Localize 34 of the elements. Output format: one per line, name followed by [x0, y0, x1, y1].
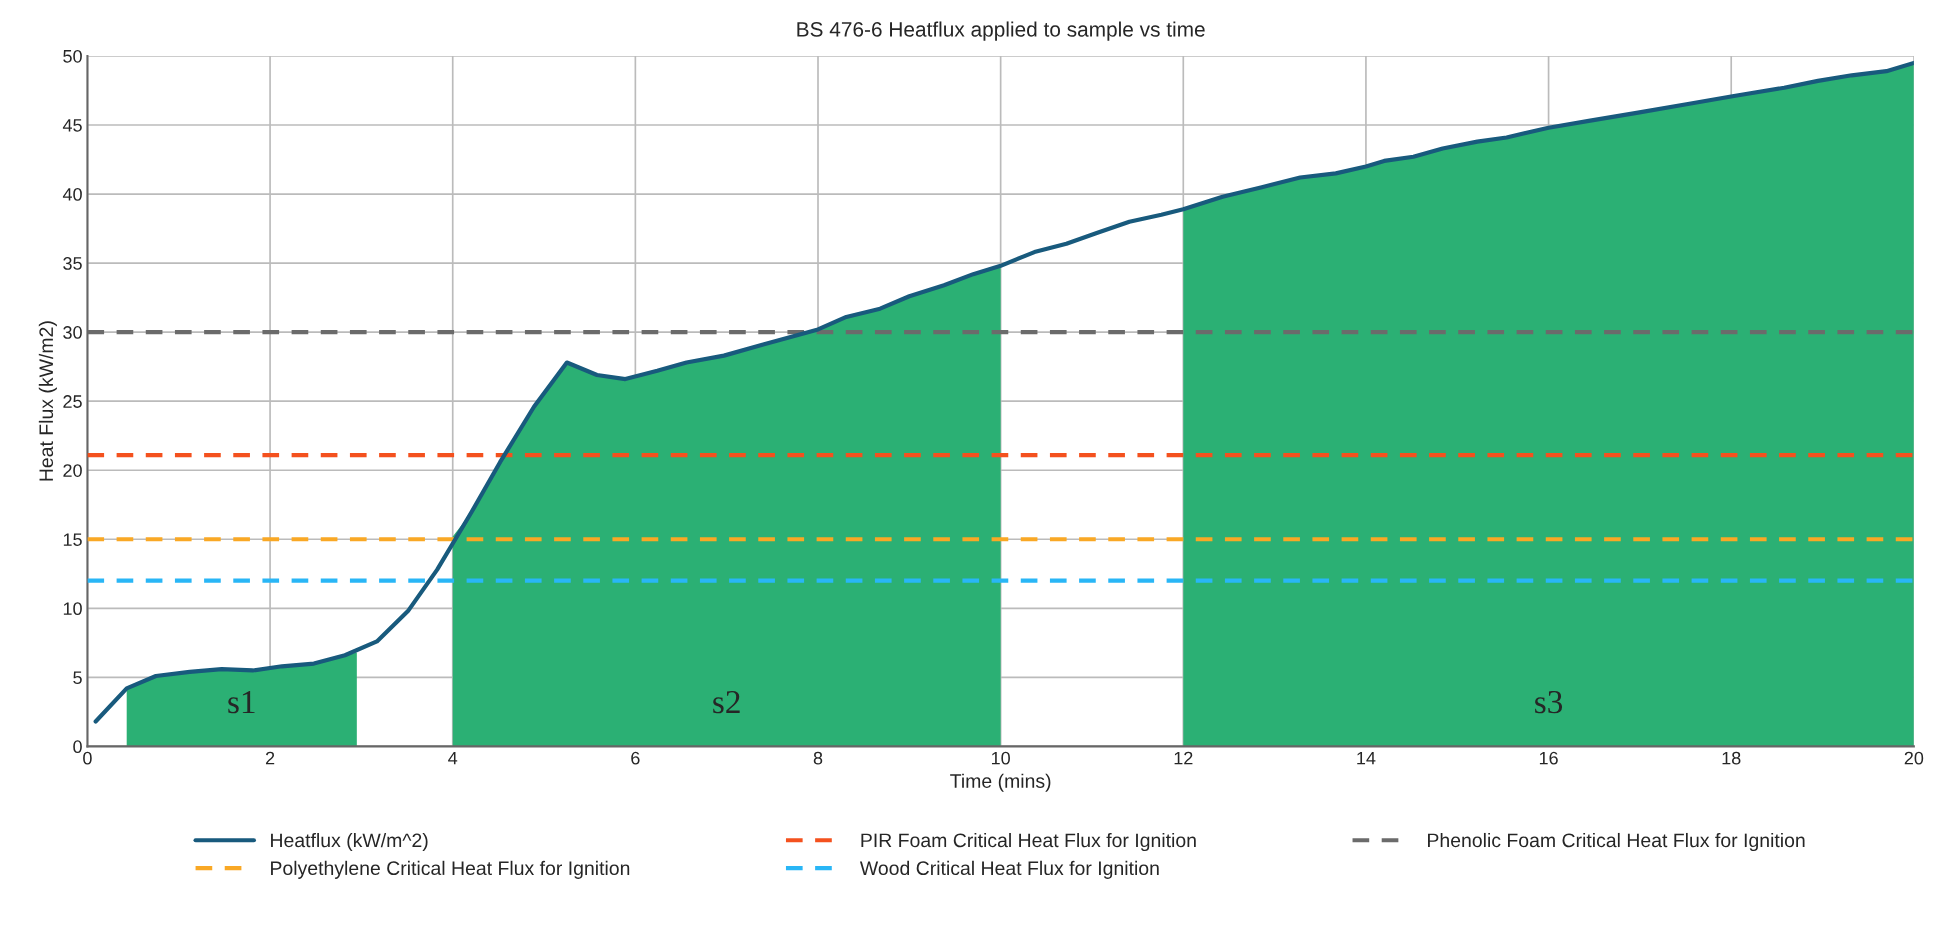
- legend-label: Wood Critical Heat Flux for Ignition: [859, 860, 1159, 879]
- y-tick-label: 25: [63, 395, 82, 408]
- y-tick-label: 15: [63, 533, 82, 546]
- x-tick-label: 16: [1539, 751, 1558, 765]
- y-tick-label: 20: [63, 464, 82, 477]
- x-tick-label: 18: [1722, 751, 1741, 765]
- x-tick-label: 2: [265, 751, 275, 765]
- series-label: s3: [1535, 690, 1563, 714]
- y-tick-label: 10: [63, 602, 82, 616]
- series-label: s1: [228, 690, 255, 714]
- y-tick-label: 35: [63, 257, 82, 270]
- y-axis-title: Heat Flux (kW/m2): [38, 321, 57, 481]
- x-tick-label: 14: [1357, 751, 1376, 765]
- x-tick-label: 10: [991, 751, 1010, 765]
- y-tick-label: 40: [62, 188, 82, 201]
- y-tick-label: 5: [73, 671, 82, 685]
- x-tick-label: 8: [813, 751, 823, 765]
- x-tick-label: 12: [1174, 751, 1193, 765]
- legend-label: Heatflux (kW/m^2): [271, 832, 428, 852]
- line-series: [93, 60, 1914, 724]
- x-axis-title: Time (mins): [950, 773, 1051, 792]
- x-tick-label: 0: [83, 751, 92, 765]
- x-tick-label: 6: [631, 751, 640, 765]
- legend-label: Polyethylene Critical Heat Flux for Ignition: [271, 860, 630, 879]
- y-tick-label: 45: [62, 119, 82, 132]
- y-tick-label: 0: [73, 740, 82, 754]
- x-tick-label: 4: [448, 751, 458, 765]
- x-tick-label: 20: [1904, 751, 1924, 765]
- series-label: s2: [713, 690, 740, 714]
- y-tick-label: 30: [63, 326, 82, 339]
- chart-title: BS 476-6 Heatflux applied to sample vs time: [797, 21, 1205, 41]
- legend-label: Phenolic Foam Critical Heat Flux for Ignition: [1428, 832, 1805, 852]
- legend-label: PIR Foam Critical Heat Flux for Ignition: [861, 832, 1196, 852]
- y-tick-label: 50: [63, 49, 82, 63]
